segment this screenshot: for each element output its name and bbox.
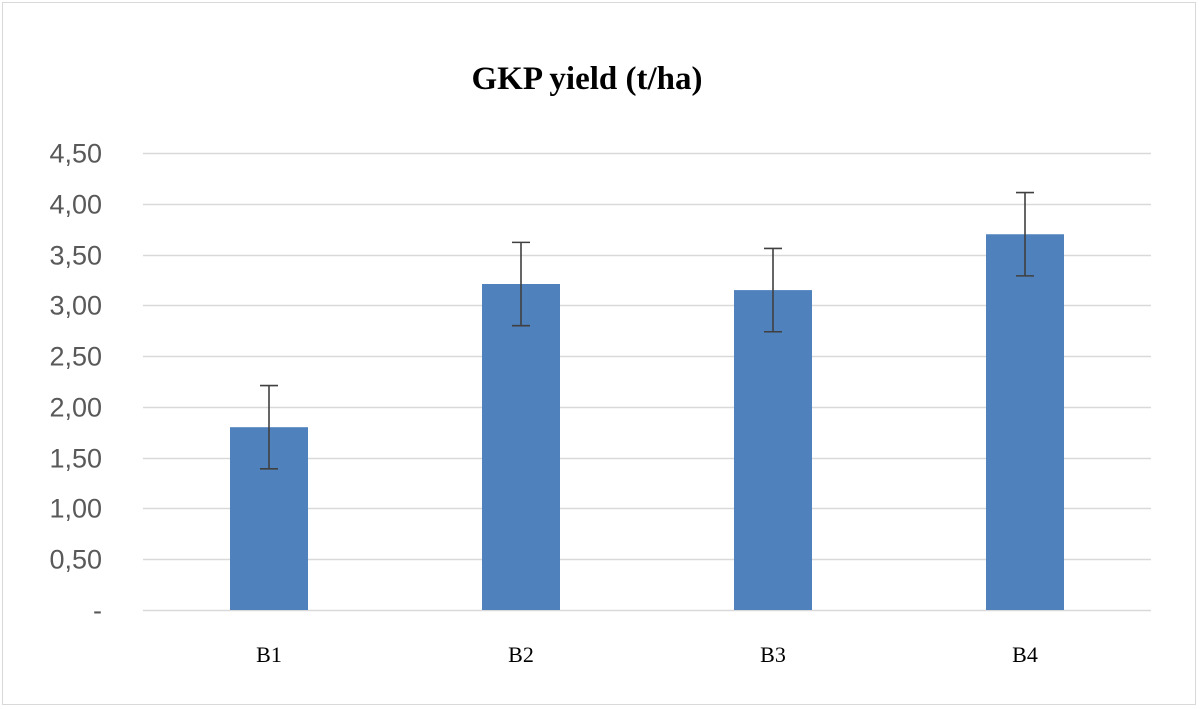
gridlines bbox=[143, 152, 1151, 612]
y-tick-label: 3,00 bbox=[49, 291, 102, 321]
bar-b3 bbox=[734, 290, 812, 610]
error-bar-b4 bbox=[1016, 191, 1034, 277]
x-axis-tick-labels: B1 B2 B3 B4 bbox=[256, 642, 1038, 667]
error-bar-b2 bbox=[512, 241, 530, 327]
y-tick-label: 4,00 bbox=[49, 190, 102, 220]
x-tick-label: B1 bbox=[256, 642, 282, 667]
y-tick-label: 4,50 bbox=[49, 139, 102, 169]
chart-title: GKP yield (t/ha) bbox=[472, 61, 703, 97]
y-tick-label: 0,50 bbox=[49, 545, 102, 575]
bars bbox=[230, 234, 1064, 610]
y-tick-label: 1,50 bbox=[49, 444, 102, 474]
bar-b4 bbox=[986, 234, 1064, 610]
y-tick-label: 2,50 bbox=[49, 342, 102, 372]
error-bars bbox=[260, 191, 1034, 470]
x-tick-label: B3 bbox=[760, 642, 786, 667]
y-tick-label: 1,00 bbox=[49, 494, 102, 524]
bar-b2 bbox=[482, 284, 560, 610]
y-tick-label: 3,50 bbox=[49, 241, 102, 271]
error-bar-b3 bbox=[764, 247, 782, 333]
x-tick-label: B2 bbox=[508, 642, 534, 667]
y-tick-label: 2,00 bbox=[49, 393, 102, 423]
y-axis-tick-labels: - 0,50 1,00 1,50 2,00 2,50 3,00 3,50 4,00 4,50 bbox=[49, 139, 102, 626]
x-tick-label: B4 bbox=[1012, 642, 1038, 667]
error-bar-b1 bbox=[260, 384, 278, 470]
y-tick-label: - bbox=[93, 596, 102, 626]
